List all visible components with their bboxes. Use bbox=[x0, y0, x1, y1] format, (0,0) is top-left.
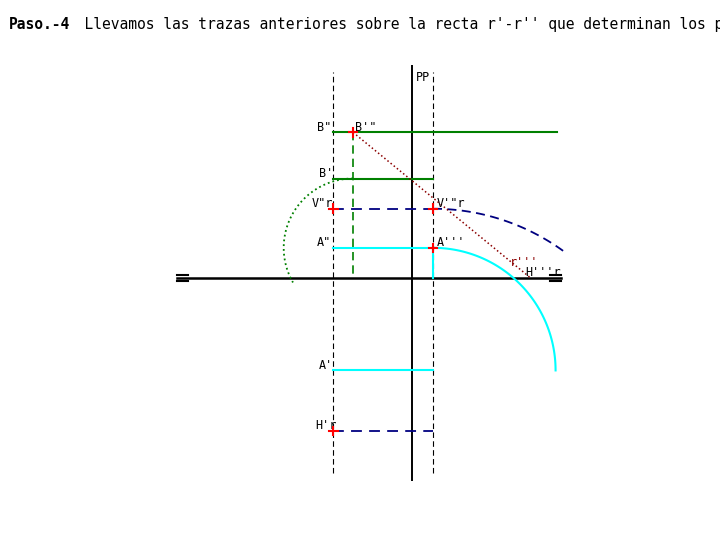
Text: H'''r: H'''r bbox=[526, 266, 561, 279]
Text: A': A' bbox=[318, 359, 333, 372]
Text: A": A" bbox=[316, 237, 330, 249]
Text: B'": B'" bbox=[356, 121, 377, 134]
Text: B': B' bbox=[318, 167, 333, 180]
Text: V'"r: V'"r bbox=[436, 197, 465, 210]
Text: B": B" bbox=[318, 121, 332, 134]
Text: H'r: H'r bbox=[315, 420, 336, 433]
Text: V"r: V"r bbox=[312, 197, 333, 210]
Text: r''': r''' bbox=[509, 255, 538, 268]
Text: PP: PP bbox=[416, 71, 430, 84]
Text: A''': A''' bbox=[436, 237, 465, 249]
Text: Paso.-4: Paso.-4 bbox=[9, 17, 71, 32]
Text: Llevamos las trazas anteriores sobre la recta r'-r'' que determinan los punto V': Llevamos las trazas anteriores sobre la … bbox=[67, 17, 720, 32]
